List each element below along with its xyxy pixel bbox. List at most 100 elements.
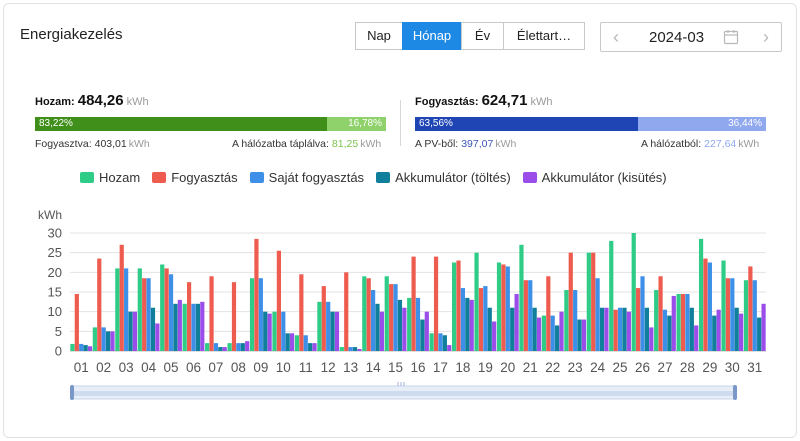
bar-akkumul-tor-kis-t-s--27 [671,295,676,351]
bar-saj-t-fogyaszt-s-08 [236,343,241,351]
bar-akkumul-tor-kis-t-s--09 [267,313,272,351]
tab-lifetime[interactable]: Élettart… [503,22,585,50]
date-value[interactable]: 2024-03 [649,29,705,46]
x-tick-label: 14 [366,360,382,375]
bar-saj-t-fogyaszt-s-19 [483,286,488,351]
tab-month[interactable]: Hónap [402,22,462,50]
consumption-from-pv: A PV-ből: 397,07 kWh [415,138,516,150]
bar-fogyaszt-s-09 [254,238,259,351]
consumption-grid-unit: kWh [738,138,760,150]
bar-akkumul-tor-kis-t-s--17 [447,345,452,351]
bar-akkumul-tor-t-lt-s--25 [622,307,627,351]
bar-fogyaszt-s-17 [433,256,439,351]
legend-item-fogyasztas[interactable]: Fogyasztás [152,170,238,185]
calendar-icon[interactable] [723,29,739,45]
bar-hozam-16 [407,297,412,351]
bar-hozam-19 [474,252,479,351]
x-tick-label: 11 [299,360,313,375]
x-tick-label: 23 [568,360,583,375]
bar-akkumul-tor-t-lt-s--18 [465,297,470,351]
chart-zoom-scrollbar[interactable] [70,382,737,402]
bar-akkumul-tor-kis-t-s--23 [581,319,587,351]
bar-akkumul-tor-t-lt-s--16 [420,319,425,351]
legend-item-sajat[interactable]: Saját fogyasztás [249,170,364,185]
consumption-from-grid: A hálózatból: 227,64 kWh [641,138,759,150]
bar-akkumul-tor-kis-t-s--18 [469,299,474,351]
legend-item-akku-toltes[interactable]: Akkumulátor (töltés) [376,170,511,185]
scrollbar-left-handle[interactable] [70,385,74,400]
bar-akkumul-tor-kis-t-s--04 [155,323,160,351]
bar-hozam-03 [115,268,120,351]
bar-akkumul-tor-t-lt-s--11 [308,343,313,351]
yield-consumed-label: Fogyasztva: [35,138,92,150]
legend-label: Akkumulátor (kisütés) [541,170,667,185]
legend-swatch [522,172,537,183]
bar-saj-t-fogyaszt-s-26 [640,276,645,351]
legend-swatch [249,172,264,183]
bar-saj-t-fogyaszt-s-06 [191,303,196,351]
bar-saj-t-fogyaszt-s-02 [101,327,106,351]
x-tick-label: 02 [96,360,111,375]
bar-hozam-02 [92,327,97,351]
consumption-pv-label: A PV-ből: [415,138,459,150]
bar-akkumul-tor-t-lt-s--30 [734,307,739,351]
legend-label: Hozam [99,170,141,185]
bar-saj-t-fogyaszt-s-18 [460,288,466,351]
chevron-right-icon[interactable]: › [763,27,769,47]
yield-fed-label: A hálózatba táplálva: [232,138,329,150]
bar-akkumul-tor-kis-t-s--31 [761,303,766,351]
y-tick-label: 5 [55,324,62,339]
bar-akkumul-tor-t-lt-s--21 [532,307,537,351]
bar-hozam-23 [564,290,569,351]
bar-akkumul-tor-t-lt-s--26 [644,307,650,351]
yield-fed-unit: kWh [360,138,382,150]
bar-hozam-11 [294,335,300,351]
bar-akkumul-tor-t-lt-s--17 [442,335,447,351]
yield-consumed-unit: kWh [128,138,150,150]
x-tick-label: 25 [613,360,628,375]
bar-saj-t-fogyaszt-s-22 [550,315,555,351]
bar-akkumul-tor-kis-t-s--12 [334,311,340,351]
bar-saj-t-fogyaszt-s-09 [258,278,263,351]
legend-item-akku-kisutes[interactable]: Akkumulátor (kisütés) [522,170,667,185]
bar-hozam-08 [227,343,232,351]
bar-fogyaszt-s-07 [209,276,214,351]
scrollbar-grip-icon[interactable] [397,382,405,386]
bar-akkumul-tor-kis-t-s--26 [649,327,654,351]
bar-hozam-17 [429,333,434,351]
bar-fogyaszt-s-19 [478,288,484,351]
bar-akkumul-tor-t-lt-s--01 [83,345,88,351]
yield-consumed-value: 403,01 [94,138,127,150]
consumption-grid-label: A hálózatból: [641,138,702,150]
bar-saj-t-fogyaszt-s-11 [303,335,308,351]
bar-akkumul-tor-t-lt-s--22 [555,325,560,351]
bar-hozam-22 [541,315,547,351]
bar-akkumul-tor-t-lt-s--19 [487,307,492,351]
bar-saj-t-fogyaszt-s-07 [213,343,219,351]
yield-consumed: Fogyasztva: 403,01 kWh [35,138,150,150]
bar-saj-t-fogyaszt-s-24 [595,278,600,351]
tab-day[interactable]: Nap [355,22,403,50]
bar-akkumul-tor-kis-t-s--07 [222,347,227,351]
bar-fogyaszt-s-20 [501,264,506,351]
bar-fogyaszt-s-05 [164,268,169,351]
bar-fogyaszt-s-14 [366,278,371,351]
scrollbar-right-handle[interactable] [733,385,737,400]
bar-hozam-18 [452,262,457,351]
consumption-pv-unit: kWh [495,138,517,150]
yield-unit: kWh [126,96,149,108]
legend-item-hozam[interactable]: Hozam [80,170,140,185]
bar-akkumul-tor-kis-t-s--19 [492,321,497,351]
bar-fogyaszt-s-12 [321,286,326,351]
bar-fogyaszt-s-25 [613,309,618,351]
x-tick-label: 24 [590,360,606,375]
bar-fogyaszt-s-31 [748,266,753,351]
bar-hozam-13 [339,347,344,351]
period-tabs: Nap Hónap Év Élettart… [355,22,585,50]
chevron-left-icon[interactable]: ‹ [613,27,619,47]
date-picker[interactable]: ‹ 2024-03 › [600,22,782,52]
bar-saj-t-fogyaszt-s-17 [438,333,443,351]
bar-fogyaszt-s-23 [568,252,573,351]
bar-saj-t-fogyaszt-s-16 [415,297,421,351]
